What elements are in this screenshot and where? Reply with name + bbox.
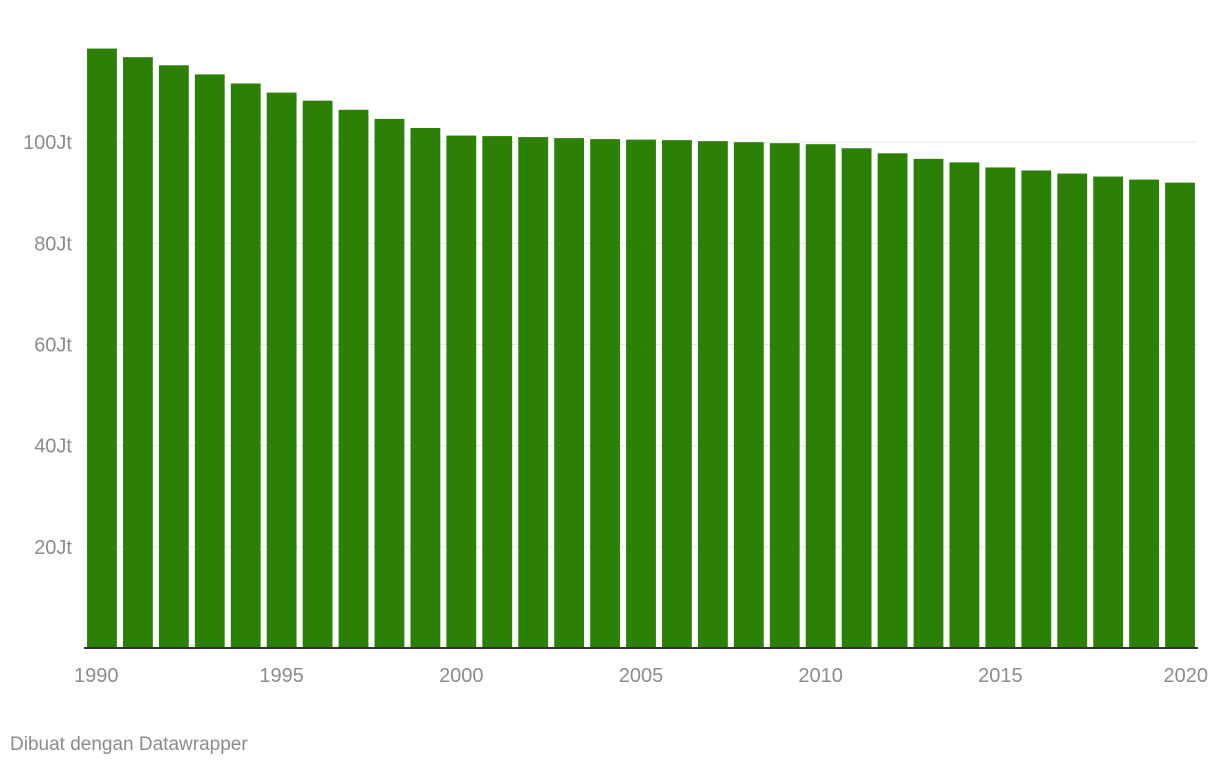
x-tick-label: 2010 bbox=[798, 665, 843, 687]
x-tick-label: 1990 bbox=[74, 665, 119, 687]
x-tick-label: 2000 bbox=[439, 665, 484, 687]
bar-1994 bbox=[230, 83, 261, 649]
y-tick-label: 100Jt bbox=[23, 132, 72, 154]
bar-2005 bbox=[626, 139, 656, 648]
bar-2017 bbox=[1057, 173, 1088, 648]
y-tick-label: 80Jt bbox=[34, 233, 72, 255]
bar-2019 bbox=[1129, 179, 1160, 648]
bar-2010 bbox=[805, 144, 836, 648]
bar-2011 bbox=[841, 148, 872, 649]
bar-2012 bbox=[877, 153, 908, 649]
y-tick-label: 60Jt bbox=[34, 335, 72, 357]
bar-1995 bbox=[266, 92, 297, 649]
bar-1992 bbox=[158, 65, 189, 648]
y-tick-label: 40Jt bbox=[34, 436, 72, 458]
bar-2001 bbox=[482, 136, 513, 648]
bar-chart: 20Jt 40Jt 60Jt 80Jt 100Jt 1990 1995 2000 2005 20… bbox=[23, 48, 1208, 687]
bar-1997 bbox=[338, 109, 369, 649]
x-tick-label: 2005 bbox=[619, 665, 664, 687]
x-tick-label: 2020 bbox=[1164, 665, 1209, 687]
y-axis-ticks: 20Jt 40Jt 60Jt 80Jt 100Jt bbox=[23, 132, 72, 559]
bar-2009 bbox=[769, 143, 800, 648]
bar-2015 bbox=[985, 167, 1016, 648]
bar-2003 bbox=[554, 138, 585, 648]
x-tick-label: 2015 bbox=[978, 665, 1023, 687]
bar-1996 bbox=[302, 100, 333, 648]
bar-2000 bbox=[446, 135, 477, 649]
bar-2002 bbox=[518, 137, 549, 649]
bar-2013 bbox=[913, 158, 944, 649]
bar-2007 bbox=[697, 141, 728, 648]
bar-2020 bbox=[1165, 182, 1195, 648]
bar-2004 bbox=[590, 139, 620, 648]
footer-credit: Dibuat dengan Datawrapper bbox=[10, 734, 248, 755]
bars bbox=[87, 48, 1195, 649]
bar-1990 bbox=[87, 48, 117, 648]
x-tick-label: 1995 bbox=[259, 665, 304, 687]
y-tick-label: 20Jt bbox=[34, 537, 72, 559]
bar-2008 bbox=[733, 142, 764, 649]
bar-2018 bbox=[1093, 176, 1124, 648]
bar-1991 bbox=[122, 57, 153, 648]
bar-1999 bbox=[410, 128, 441, 648]
x-axis-ticks: 1990 1995 2000 2005 2010 2015 2020 bbox=[74, 665, 1208, 687]
bar-1998 bbox=[374, 118, 405, 648]
bar-2014 bbox=[949, 162, 980, 648]
bar-2006 bbox=[662, 140, 692, 648]
bar-2016 bbox=[1021, 170, 1052, 649]
bar-1993 bbox=[194, 74, 225, 648]
